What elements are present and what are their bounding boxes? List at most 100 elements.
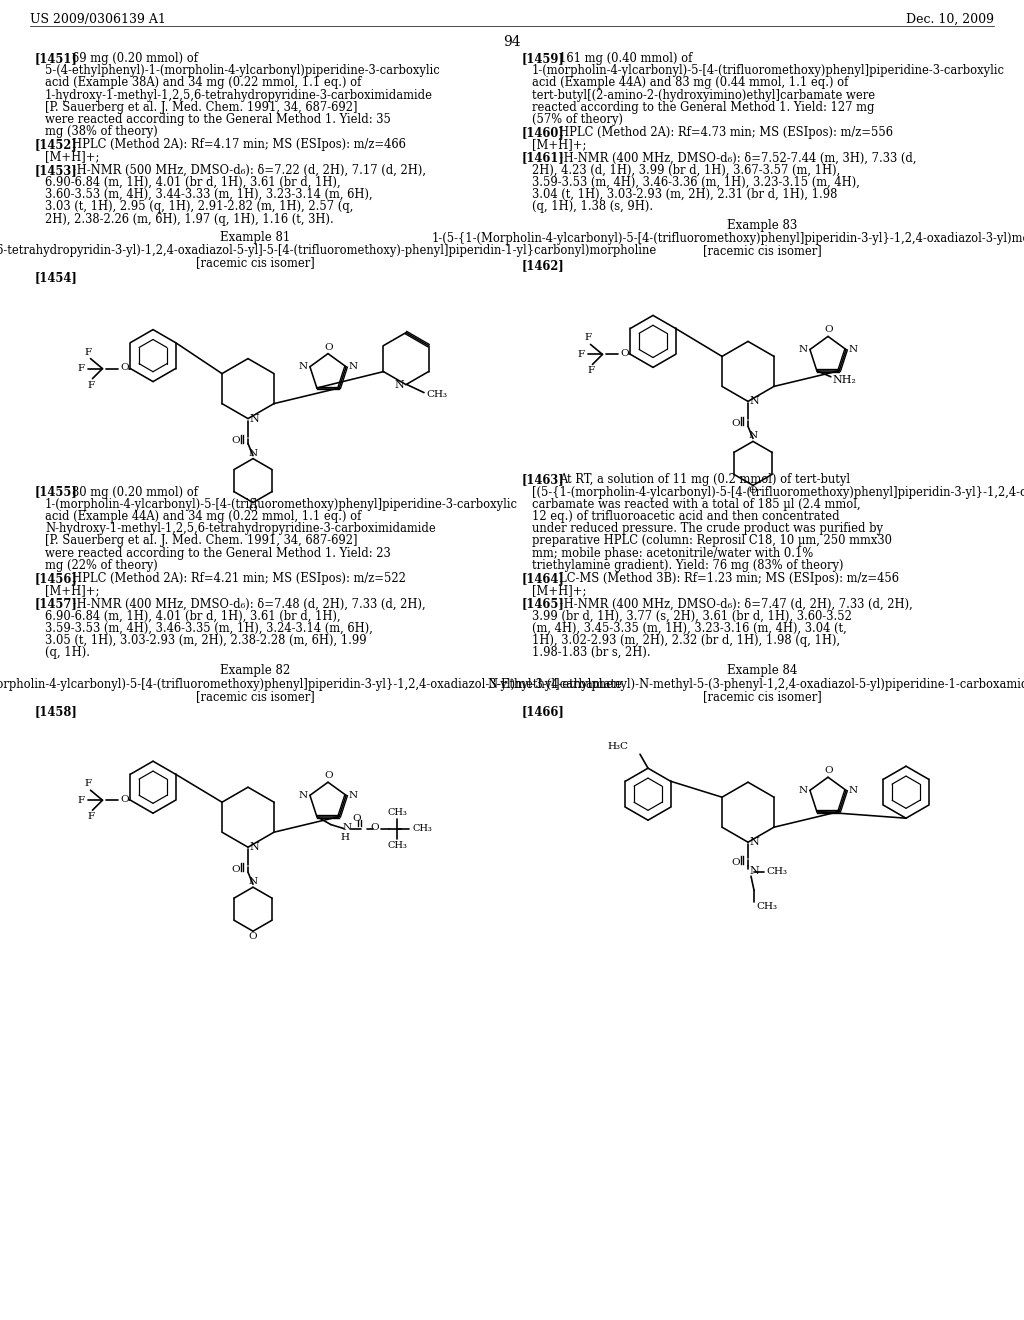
Text: F: F bbox=[578, 350, 585, 359]
Text: [M+H]+;: [M+H]+; bbox=[532, 585, 587, 597]
Text: ¹H-NMR (400 MHz, DMSO-d₆): δ=7.48 (d, 2H), 7.33 (d, 2H),: ¹H-NMR (400 MHz, DMSO-d₆): δ=7.48 (d, 2H… bbox=[72, 598, 425, 610]
Text: N: N bbox=[249, 878, 258, 886]
Text: 161 mg (0.40 mmol) of: 161 mg (0.40 mmol) of bbox=[559, 51, 692, 65]
Text: [1462]: [1462] bbox=[522, 259, 565, 272]
Text: [1463]: [1463] bbox=[522, 474, 565, 486]
Text: O: O bbox=[249, 932, 257, 941]
Text: 1-(morpholin-4-ylcarbonyl)-5-[4-(trifluoromethoxy)phenyl]piperidine-3-carboxylic: 1-(morpholin-4-ylcarbonyl)-5-[4-(trifluo… bbox=[532, 65, 1005, 77]
Text: 6.90-6.84 (m, 1H), 4.01 (br d, 1H), 3.61 (br d, 1H),: 6.90-6.84 (m, 1H), 4.01 (br d, 1H), 3.61… bbox=[45, 610, 341, 623]
Text: O: O bbox=[371, 824, 379, 832]
Text: F: F bbox=[88, 380, 95, 389]
Text: O: O bbox=[732, 418, 740, 428]
Text: [1464]: [1464] bbox=[522, 572, 565, 585]
Text: (q, 1H), 1.38 (s, 9H).: (q, 1H), 1.38 (s, 9H). bbox=[532, 201, 653, 214]
Text: CH₃: CH₃ bbox=[413, 824, 433, 833]
Text: N: N bbox=[348, 791, 357, 800]
Text: HPLC (Method 2A): Rf=4.21 min; MS (ESIpos): m/z=522: HPLC (Method 2A): Rf=4.21 min; MS (ESIpo… bbox=[72, 572, 406, 585]
Text: triethylamine gradient). Yield: 76 mg (83% of theory): triethylamine gradient). Yield: 76 mg (8… bbox=[532, 558, 844, 572]
Text: ¹H-NMR (400 MHz, DMSO-d₆): δ=7.52-7.44 (m, 3H), 7.33 (d,: ¹H-NMR (400 MHz, DMSO-d₆): δ=7.52-7.44 (… bbox=[559, 152, 916, 165]
Text: tert-butyl[(2-amino-2-(hydroxyimino)ethyl]carbamate were: tert-butyl[(2-amino-2-(hydroxyimino)ethy… bbox=[532, 88, 876, 102]
Text: were reacted according to the General Method 1. Yield: 23: were reacted according to the General Me… bbox=[45, 546, 391, 560]
Text: 3.03 (t, 1H), 2.95 (q, 1H), 2.91-2.82 (m, 1H), 2.57 (q,: 3.03 (t, 1H), 2.95 (q, 1H), 2.91-2.82 (m… bbox=[45, 201, 353, 214]
Text: O: O bbox=[749, 486, 758, 495]
Text: [1456]: [1456] bbox=[35, 572, 78, 585]
Text: 3.05 (t, 1H), 3.03-2.93 (m, 2H), 2.38-2.28 (m, 6H), 1.99: 3.05 (t, 1H), 3.03-2.93 (m, 2H), 2.38-2.… bbox=[45, 634, 367, 647]
Text: [1452]: [1452] bbox=[35, 139, 78, 152]
Text: O: O bbox=[231, 865, 241, 874]
Text: O: O bbox=[249, 504, 257, 512]
Text: O: O bbox=[120, 363, 129, 372]
Text: H: H bbox=[340, 833, 349, 842]
Text: reacted according to the General Method 1. Yield: 127 mg: reacted according to the General Method … bbox=[532, 100, 874, 114]
Text: CH₃: CH₃ bbox=[766, 867, 787, 875]
Text: 69 mg (0.20 mmol) of: 69 mg (0.20 mmol) of bbox=[72, 51, 198, 65]
Text: [1458]: [1458] bbox=[35, 705, 78, 718]
Text: 3.04 (t, 1H), 3.03-2.93 (m, 2H), 2.31 (br d, 1H), 1.98: 3.04 (t, 1H), 3.03-2.93 (m, 2H), 2.31 (b… bbox=[532, 189, 838, 201]
Text: 2H), 2.38-2.26 (m, 6H), 1.97 (q, 1H), 1.16 (t, 3H).: 2H), 2.38-2.26 (m, 6H), 1.97 (q, 1H), 1.… bbox=[45, 213, 334, 226]
Text: N: N bbox=[749, 432, 758, 441]
Text: 80 mg (0.20 mmol) of: 80 mg (0.20 mmol) of bbox=[72, 486, 198, 499]
Text: N: N bbox=[394, 380, 404, 389]
Text: N: N bbox=[249, 842, 259, 853]
Text: 1-(morpholin-4-ylcarbonyl)-5-[4-(trifluoromethoxy)phenyl]piperidine-3-carboxylic: 1-(morpholin-4-ylcarbonyl)-5-[4-(trifluo… bbox=[45, 498, 518, 511]
Text: [M+H]+;: [M+H]+; bbox=[532, 139, 587, 152]
Text: F: F bbox=[78, 796, 85, 805]
Text: tert-Butyl[(5-{1-(morpholin-4-ylcarbonyl)-5-[4-(trifluoromethoxy)phenyl]piperidi: tert-Butyl[(5-{1-(morpholin-4-ylcarbonyl… bbox=[0, 677, 623, 690]
Text: [M+H]+;: [M+H]+; bbox=[45, 585, 99, 597]
Text: 1-(5-{1-(Morpholin-4-ylcarbonyl)-5-[4-(trifluoromethoxy)phenyl]piperidin-3-yl}-1: 1-(5-{1-(Morpholin-4-ylcarbonyl)-5-[4-(t… bbox=[432, 232, 1024, 244]
Text: [1460]: [1460] bbox=[522, 127, 565, 139]
Text: 3.99 (br d, 1H), 3.77 (s, 2H), 3.61 (br d, 1H), 3.60-3.52: 3.99 (br d, 1H), 3.77 (s, 2H), 3.61 (br … bbox=[532, 610, 852, 623]
Text: H₃C: H₃C bbox=[607, 742, 628, 751]
Text: N: N bbox=[342, 824, 351, 832]
Text: [P. Sauerberg et al. J. Med. Chem. 1991, 34, 687-692]: [P. Sauerberg et al. J. Med. Chem. 1991,… bbox=[45, 100, 357, 114]
Text: carbamate was reacted with a total of 185 µl (2.4 mmol,: carbamate was reacted with a total of 18… bbox=[532, 498, 860, 511]
Text: 5-(4-ethylphenyl)-1-(morpholin-4-ylcarbonyl)piperidine-3-carboxylic: 5-(4-ethylphenyl)-1-(morpholin-4-ylcarbo… bbox=[45, 65, 439, 77]
Text: N: N bbox=[299, 362, 308, 371]
Text: [racemic cis isomer]: [racemic cis isomer] bbox=[196, 690, 314, 702]
Text: HPLC (Method 2A): Rf=4.73 min; MS (ESIpos): m/z=556: HPLC (Method 2A): Rf=4.73 min; MS (ESIpo… bbox=[559, 127, 893, 139]
Text: N: N bbox=[749, 837, 759, 847]
Text: At RT, a solution of 11 mg (0.2 mmol) of tert-butyl: At RT, a solution of 11 mg (0.2 mmol) of… bbox=[559, 474, 850, 486]
Text: ¹H-NMR (400 MHz, DMSO-d₆): δ=7.47 (d, 2H), 7.33 (d, 2H),: ¹H-NMR (400 MHz, DMSO-d₆): δ=7.47 (d, 2H… bbox=[559, 598, 912, 610]
Text: 2H), 4.23 (d, 1H), 3.99 (br d, 1H), 3.67-3.57 (m, 1H),: 2H), 4.23 (d, 1H), 3.99 (br d, 1H), 3.67… bbox=[532, 164, 841, 177]
Text: N: N bbox=[249, 449, 258, 458]
Text: Dec. 10, 2009: Dec. 10, 2009 bbox=[906, 13, 994, 26]
Text: O: O bbox=[824, 766, 834, 775]
Text: CH₃: CH₃ bbox=[756, 902, 777, 911]
Text: HPLC (Method 2A): Rf=4.17 min; MS (ESIpos): m/z=466: HPLC (Method 2A): Rf=4.17 min; MS (ESIpo… bbox=[72, 139, 406, 152]
Text: N: N bbox=[799, 345, 808, 354]
Text: F: F bbox=[78, 364, 85, 374]
Text: N: N bbox=[749, 866, 759, 876]
Text: (57% of theory): (57% of theory) bbox=[532, 114, 623, 125]
Text: [1466]: [1466] bbox=[522, 705, 565, 718]
Text: [1454]: [1454] bbox=[35, 272, 78, 284]
Text: 3.60-3.53 (m, 4H), 3.44-3.33 (m, 1H), 3.23-3.14 (m, 6H),: 3.60-3.53 (m, 4H), 3.44-3.33 (m, 1H), 3.… bbox=[45, 189, 373, 201]
Text: NH₂: NH₂ bbox=[833, 375, 857, 384]
Text: [1451]: [1451] bbox=[35, 51, 78, 65]
Text: 1H), 3.02-2.93 (m, 2H), 2.32 (br d, 1H), 1.98 (q, 1H),: 1H), 3.02-2.93 (m, 2H), 2.32 (br d, 1H),… bbox=[532, 634, 840, 647]
Text: N: N bbox=[348, 362, 357, 371]
Text: US 2009/0306139 A1: US 2009/0306139 A1 bbox=[30, 13, 166, 26]
Text: ¹H-NMR (500 MHz, DMSO-d₆): δ=7.22 (d, 2H), 7.17 (d, 2H),: ¹H-NMR (500 MHz, DMSO-d₆): δ=7.22 (d, 2H… bbox=[72, 164, 426, 177]
Text: N: N bbox=[848, 345, 857, 354]
Text: CH₃: CH₃ bbox=[388, 841, 408, 850]
Text: O: O bbox=[352, 814, 361, 824]
Text: [racemic cis isomer]: [racemic cis isomer] bbox=[702, 690, 821, 702]
Text: [1455]: [1455] bbox=[35, 486, 78, 499]
Text: mg (38% of theory): mg (38% of theory) bbox=[45, 125, 158, 139]
Text: N: N bbox=[799, 785, 808, 795]
Text: [1457]: [1457] bbox=[35, 598, 78, 610]
Text: 1-hydroxy-1-methyl-1,2,5,6-tetrahydropyridine-3-carboximidamide: 1-hydroxy-1-methyl-1,2,5,6-tetrahydropyr… bbox=[45, 88, 433, 102]
Text: O: O bbox=[732, 858, 740, 867]
Text: LC-MS (Method 3B): Rf=1.23 min; MS (ESIpos): m/z=456: LC-MS (Method 3B): Rf=1.23 min; MS (ESIp… bbox=[559, 572, 899, 585]
Text: F: F bbox=[85, 347, 92, 356]
Text: 1.98-1.83 (br s, 2H).: 1.98-1.83 (br s, 2H). bbox=[532, 647, 650, 659]
Text: [1461]: [1461] bbox=[522, 152, 565, 165]
Text: F: F bbox=[85, 779, 92, 788]
Text: mm; mobile phase: acetonitrile/water with 0.1%: mm; mobile phase: acetonitrile/water wit… bbox=[532, 546, 813, 560]
Text: 6.90-6.84 (m, 1H), 4.01 (br d, 1H), 3.61 (br d, 1H),: 6.90-6.84 (m, 1H), 4.01 (br d, 1H), 3.61… bbox=[45, 176, 341, 189]
Text: N-hydroxy-1-methyl-1,2,5,6-tetrahydropyridine-3-carboximidamide: N-hydroxy-1-methyl-1,2,5,6-tetrahydropyr… bbox=[45, 523, 436, 535]
Text: O: O bbox=[824, 326, 834, 334]
Text: 3.59-3.53 (m, 4H), 3.46-3.35 (m, 1H), 3.24-3.14 (m, 6H),: 3.59-3.53 (m, 4H), 3.46-3.35 (m, 1H), 3.… bbox=[45, 622, 373, 635]
Text: (q, 1H).: (q, 1H). bbox=[45, 647, 90, 659]
